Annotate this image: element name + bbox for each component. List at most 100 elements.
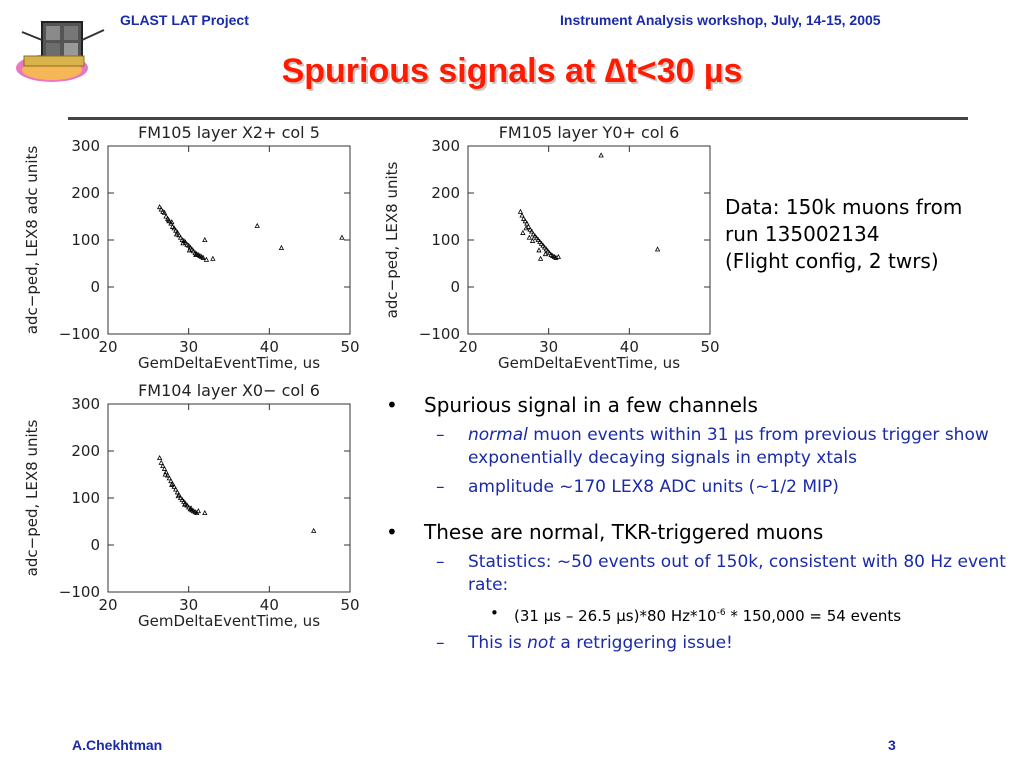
data-point <box>181 501 188 507</box>
data-point <box>254 222 260 228</box>
y-tick-label: 0 <box>90 536 100 554</box>
data-point <box>339 234 345 240</box>
y-tick-label: 100 <box>71 489 100 507</box>
data-point <box>179 496 185 502</box>
data-point <box>193 251 199 258</box>
data-point <box>203 256 210 262</box>
y-tick-label: 200 <box>431 184 460 202</box>
sub-sub-bullet-item: • (31 µs – 26.5 µs)*80 Hz*10-6 * 150,000… <box>386 603 1006 626</box>
data-point <box>525 223 532 229</box>
bullet-marker: • <box>386 393 398 417</box>
header-project: GLAST LAT Project <box>120 12 249 28</box>
y-axis-label: adc−ped, LEX8 units <box>23 419 41 576</box>
data-point <box>186 504 192 510</box>
x-tick-label: 30 <box>539 338 558 356</box>
glast-satellite-logo-icon <box>12 10 112 92</box>
chart-title: FM105 layer X2+ col 5 <box>138 123 320 142</box>
data-point <box>161 209 168 215</box>
data-point <box>537 255 544 261</box>
title-divider <box>68 117 968 120</box>
data-point <box>524 220 530 226</box>
data-point <box>182 239 189 245</box>
bullet-text: Statistics: ~50 events out of 150k, cons… <box>468 552 1006 595</box>
x-axis-label: GemDeltaEventTime, us <box>138 612 320 630</box>
data-point <box>190 248 197 254</box>
bullet-text: a retriggering issue! <box>554 633 733 653</box>
scatter-plot-svg: FM104 layer X0− col 6 GemDeltaEventTime, … <box>23 381 360 630</box>
data-point <box>523 225 529 231</box>
x-tick-label: 50 <box>340 596 359 614</box>
sub-bullet-item: – normal muon events within 31 µs from p… <box>386 424 1006 470</box>
data-note-line: (Flight config, 2 twrs) <box>725 249 939 273</box>
data-point <box>195 508 202 514</box>
bullet-marker: • <box>490 604 499 622</box>
y-tick-label: 300 <box>71 137 100 155</box>
formula-text: (31 µs – 26.5 µs)*80 Hz*10 <box>514 607 717 625</box>
data-point <box>522 218 528 224</box>
data-point <box>163 213 169 219</box>
data-point <box>180 240 186 246</box>
scatter-plot-svg: FM105 layer X2+ col 5 GemDeltaEventTime, … <box>23 123 360 372</box>
bullet-emphasis: normal <box>468 425 528 445</box>
bullet-text: This is <box>468 633 528 653</box>
data-point <box>526 234 532 240</box>
dash-marker: – <box>436 425 445 445</box>
data-note: Data: 150k muons from run 135002134 (Fli… <box>725 194 962 275</box>
x-tick-label: 30 <box>179 596 198 614</box>
plot-frame <box>467 145 711 335</box>
x-tick-label: 50 <box>340 338 359 356</box>
data-point <box>598 152 604 158</box>
scatter-plot-svg: FM105 layer Y0+ col 6 GemDeltaEventTime, … <box>383 123 720 372</box>
data-point <box>171 225 177 231</box>
header-workshop: Instrument Analysis workshop, July, 14-1… <box>560 12 881 28</box>
plot-frame <box>107 403 351 593</box>
x-tick-label: 20 <box>98 338 117 356</box>
data-point <box>537 238 543 244</box>
data-point <box>517 208 524 214</box>
y-tick-label: 300 <box>71 395 100 413</box>
dash-marker: – <box>436 552 445 572</box>
bullet-emphasis: not <box>527 633 555 653</box>
data-point <box>527 226 533 232</box>
data-point <box>654 246 661 252</box>
data-point <box>520 215 527 221</box>
data-point <box>278 244 285 250</box>
data-point <box>168 478 174 484</box>
bullet-text: amplitude ~170 LEX8 ADC units (~1/2 MIP) <box>468 477 839 497</box>
data-point <box>186 242 192 248</box>
bullet-item: • These are normal, TKR-triggered muons <box>386 519 1006 545</box>
chart-title: FM104 layer X0− col 6 <box>138 381 320 400</box>
plot-frame <box>107 145 351 335</box>
data-point <box>533 235 540 241</box>
scatter-plot-fm104-x0: FM104 layer X0− col 6 GemDeltaEventTime, … <box>20 380 370 630</box>
data-point <box>311 527 317 533</box>
data-point <box>189 246 195 252</box>
bullet-list: • Spurious signal in a few channels – no… <box>386 392 1006 655</box>
data-point <box>200 254 206 260</box>
data-point <box>520 229 526 235</box>
data-point <box>538 240 545 246</box>
data-point <box>169 481 175 487</box>
chart-title: FM105 layer Y0+ col 6 <box>499 123 680 142</box>
data-point <box>165 217 172 223</box>
y-tick-label: 200 <box>71 184 100 202</box>
data-point <box>156 454 163 461</box>
y-tick-label: −100 <box>59 583 100 601</box>
slide-title: Spurious signals at ∆t<30 µs <box>281 52 743 90</box>
y-tick-label: 200 <box>71 442 100 460</box>
data-point <box>529 237 536 243</box>
sub-bullet-item: – amplitude ~170 LEX8 ADC units (~1/2 MI… <box>386 476 1006 499</box>
x-tick-label: 50 <box>700 338 719 356</box>
sub-bullet-item: – This is not a retriggering issue! <box>386 632 1006 655</box>
scatter-plot-fm105-x2: FM105 layer X2+ col 5 GemDeltaEventTime, … <box>20 122 370 372</box>
data-point <box>532 233 538 239</box>
data-point <box>542 251 549 257</box>
sub-bullet-item: – Statistics: ~50 events out of 150k, co… <box>386 551 1006 597</box>
data-point <box>530 231 537 237</box>
formula-exponent: -6 <box>716 608 726 618</box>
x-axis-label: GemDeltaEventTime, us <box>498 354 680 372</box>
data-note-line: run 135002134 <box>725 222 880 246</box>
x-tick-label: 40 <box>620 338 639 356</box>
data-point <box>541 244 548 250</box>
data-point <box>166 475 172 481</box>
